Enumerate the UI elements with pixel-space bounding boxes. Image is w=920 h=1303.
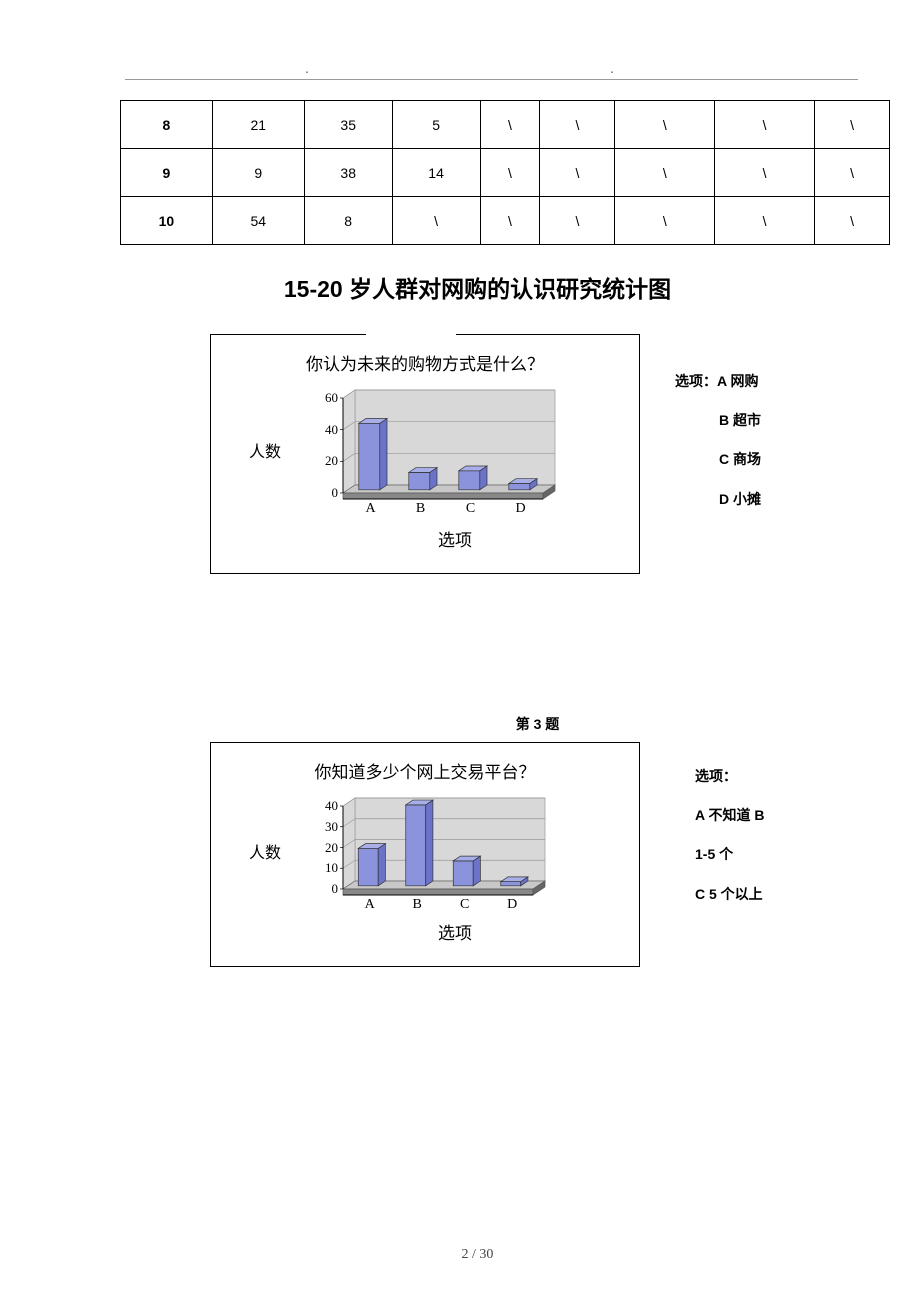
table-cell: \ xyxy=(615,101,715,149)
chart1-area: 人数 0204060ABCD xyxy=(311,383,601,523)
legend-item: D 小摊 xyxy=(675,480,761,519)
table-cell: 8 xyxy=(304,197,392,245)
chart1-legend: 选项：A 网购 B 超市 C 商场 D 小摊 xyxy=(675,334,761,519)
y-tick-label: 30 xyxy=(318,819,338,835)
table-cell: \ xyxy=(615,197,715,245)
legend-header: 选项：A 网购 xyxy=(675,362,761,401)
table-cell: \ xyxy=(615,149,715,197)
table-cell: \ xyxy=(815,101,890,149)
legend-item: B 超市 xyxy=(675,401,761,440)
chart1-box: 你认为未来的购物方式是什么？ 人数 0204060ABCD 选项 xyxy=(210,334,640,574)
table-cell: \ xyxy=(480,149,540,197)
legend-header: 选项： xyxy=(695,757,764,796)
y-tick-label: 10 xyxy=(318,860,338,876)
table-cell: 21 xyxy=(212,101,304,149)
table-cell: \ xyxy=(540,149,615,197)
x-tick-label: A xyxy=(360,897,380,913)
table-cell: 38 xyxy=(304,149,392,197)
table-cell: 35 xyxy=(304,101,392,149)
y-tick-label: 20 xyxy=(318,840,338,856)
legend-item: A 不知道 B xyxy=(695,796,764,835)
main-title: 15-20 岁人群对网购的认识研究统计图 xyxy=(115,270,840,304)
y-tick-label: 20 xyxy=(318,453,338,469)
x-tick-label: B xyxy=(407,897,427,913)
x-tick-label: D xyxy=(511,501,531,517)
chart1-y-label: 人数 xyxy=(249,438,281,462)
legend-item: C 5 个以上 xyxy=(695,875,764,914)
table-cell: \ xyxy=(715,101,815,149)
q3-title: 第 3 题 xyxy=(235,714,840,734)
chart1-header-cutout xyxy=(366,334,456,348)
top-rule xyxy=(125,70,858,80)
table-cell: \ xyxy=(540,197,615,245)
y-tick-label: 0 xyxy=(318,881,338,897)
chart2-title: 你知道多少个网上交易平台？ xyxy=(211,758,639,783)
table-cell: \ xyxy=(815,149,890,197)
x-tick-label: C xyxy=(455,897,475,913)
legend-item: C 商场 xyxy=(675,440,761,479)
table-cell: 5 xyxy=(392,101,480,149)
x-tick-label: C xyxy=(461,501,481,517)
table-cell: \ xyxy=(480,197,540,245)
chart2-y-label: 人数 xyxy=(249,839,281,863)
page-number: 2 / 30 xyxy=(115,1247,840,1263)
y-tick-label: 40 xyxy=(318,422,338,438)
chart2-area: 人数 010203040ABCD xyxy=(311,791,601,916)
table-cell: \ xyxy=(480,101,540,149)
table-cell: 10 xyxy=(121,197,213,245)
table-cell: 9 xyxy=(212,149,304,197)
chart2-box: 你知道多少个网上交易平台？ 人数 010203040ABCD 选项 xyxy=(210,742,640,967)
table-cell: \ xyxy=(392,197,480,245)
y-tick-label: 60 xyxy=(318,390,338,406)
table-cell: \ xyxy=(715,149,815,197)
chart1-section: 你认为未来的购物方式是什么？ 人数 0204060ABCD 选项 选项：A 网购… xyxy=(115,334,840,574)
x-tick-label: D xyxy=(502,897,522,913)
table-cell: \ xyxy=(715,197,815,245)
table-cell: 54 xyxy=(212,197,304,245)
y-tick-label: 40 xyxy=(318,798,338,814)
table-cell: 8 xyxy=(121,101,213,149)
table-cell: \ xyxy=(540,101,615,149)
chart2-section: 你知道多少个网上交易平台？ 人数 010203040ABCD 选项 选项： A … xyxy=(115,742,840,967)
table-cell: 14 xyxy=(392,149,480,197)
chart2-legend: 选项： A 不知道 B 1-5 个 C 5 个以上 xyxy=(695,742,764,914)
data-table: 821355\\\\\993814\\\\\10548\\\\\\ xyxy=(120,100,890,245)
x-tick-label: B xyxy=(411,501,431,517)
legend-item: 1-5 个 xyxy=(695,835,764,874)
x-tick-label: A xyxy=(361,501,381,517)
table-cell: 9 xyxy=(121,149,213,197)
y-tick-label: 0 xyxy=(318,485,338,501)
chart1-title: 你认为未来的购物方式是什么？ xyxy=(211,350,639,375)
table-cell: \ xyxy=(815,197,890,245)
